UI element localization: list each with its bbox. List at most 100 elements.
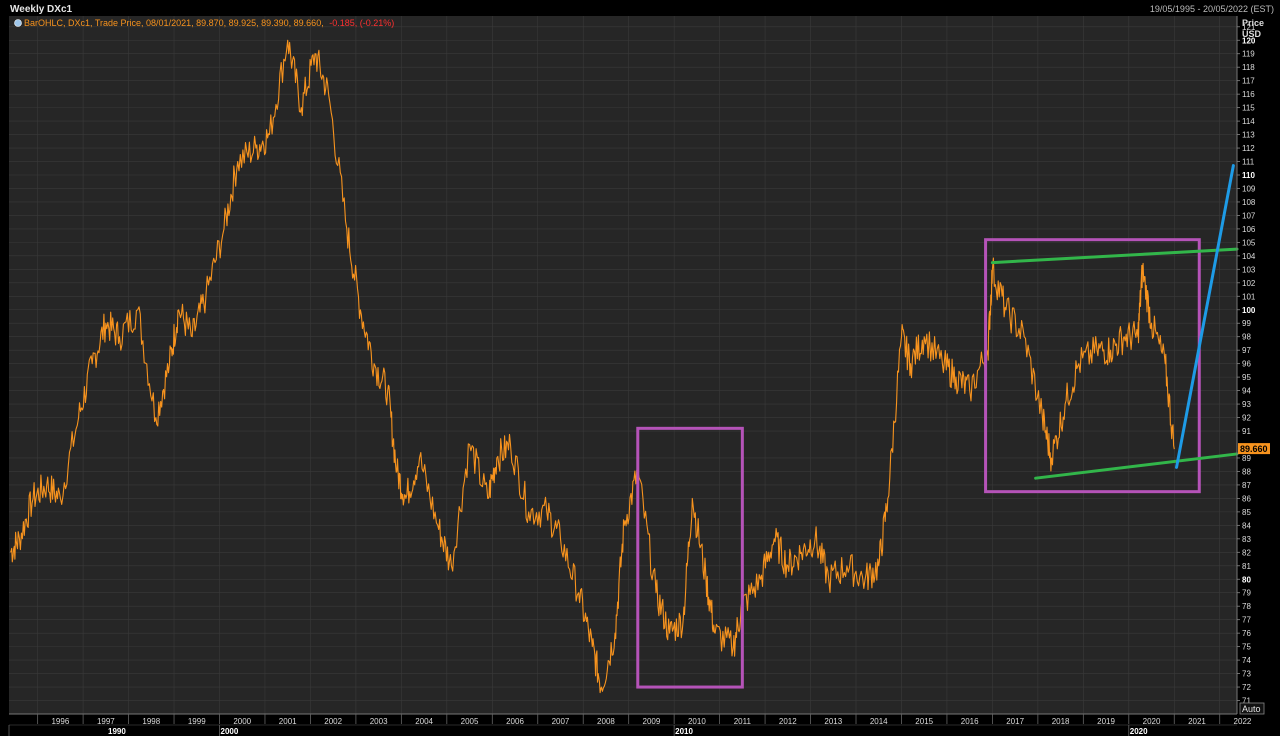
price-axis-title: Price — [1242, 18, 1264, 28]
x-tick-label: 2019 — [1097, 717, 1115, 726]
y-tick-label: 82 — [1242, 548, 1251, 557]
x-tick-label: 2006 — [506, 717, 524, 726]
y-tick-label: 73 — [1242, 670, 1251, 679]
y-tick-label: 120 — [1242, 36, 1256, 45]
time-axis[interactable]: 1996 1997 1998 1999 2000 2001 2002 2003 2004 2005… — [8, 713, 1252, 736]
auto-scale-label[interactable]: Auto — [1242, 704, 1261, 714]
auto-scale-button[interactable]: Auto — [1239, 702, 1265, 715]
annotation-box-2[interactable] — [984, 238, 1201, 494]
legend-text: BarOHLC, DXc1, Trade Price, 08/01/2021, … — [24, 18, 394, 28]
date-range: 19/05/1995 - 20/05/2022 (EST) — [1150, 4, 1274, 14]
x-tick-label: 2017 — [1006, 717, 1024, 726]
y-tick-label: 114 — [1242, 117, 1255, 126]
x-tick-label: 2002 — [324, 717, 342, 726]
x-tick-label: 1998 — [142, 717, 160, 726]
y-tick-label: 91 — [1242, 427, 1251, 436]
decade-label: 2010 — [675, 727, 693, 736]
y-tick-label: 74 — [1242, 656, 1251, 665]
x-tick-label: 2016 — [961, 717, 979, 726]
x-tick-label: 2001 — [279, 717, 297, 726]
x-tick-label: 1996 — [51, 717, 69, 726]
channel-line-3[interactable] — [990, 247, 1239, 265]
annotation-box-1[interactable] — [636, 426, 744, 689]
x-tick-label: 2003 — [370, 717, 388, 726]
x-tick-label: 2010 — [688, 717, 706, 726]
x-tick-label: 1999 — [188, 717, 206, 726]
y-tick-label: 111 — [1242, 158, 1255, 167]
y-tick-label: 72 — [1242, 683, 1251, 692]
x-tick-label: 2004 — [415, 717, 433, 726]
x-tick-label: 2021 — [1188, 717, 1206, 726]
y-tick-label: 107 — [1242, 211, 1256, 220]
y-tick-label: 78 — [1242, 602, 1251, 611]
plot-area — [9, 16, 1237, 714]
series-layer — [9, 39, 1175, 694]
y-tick-label: 118 — [1242, 63, 1255, 72]
y-tick-label: 96 — [1242, 360, 1251, 369]
y-tick-label: 79 — [1242, 589, 1251, 598]
y-tick-label: 84 — [1242, 521, 1251, 530]
y-tick-label: 77 — [1242, 616, 1251, 625]
y-tick-label: 100 — [1242, 306, 1256, 315]
y-tick-label: 88 — [1242, 467, 1251, 476]
x-tick-label: 2013 — [824, 717, 842, 726]
y-tick-label: 110 — [1242, 171, 1255, 180]
x-tick-label: 2000 — [233, 717, 251, 726]
y-tick-label: 86 — [1242, 494, 1251, 503]
price-axis[interactable]: 71 72 73 74 75 76 77 78 79 80 81 82 83 84 85 86 87 88 89 91… — [1236, 16, 1256, 714]
last-price-label: 89.660 — [1240, 444, 1268, 454]
y-tick-label: 112 — [1242, 144, 1255, 153]
y-tick-label: 75 — [1242, 643, 1251, 652]
y-tick-label: 89 — [1242, 454, 1251, 463]
y-tick-label: 109 — [1242, 184, 1256, 193]
last-price-tag: 89.660 — [1238, 443, 1270, 455]
y-tick-label: 99 — [1242, 319, 1251, 328]
decade-label: 2020 — [1130, 727, 1148, 736]
y-tick-label: 92 — [1242, 414, 1251, 423]
decade-label: 2000 — [221, 727, 239, 736]
x-tick-label: 2022 — [1234, 717, 1252, 726]
y-tick-label: 113 — [1242, 131, 1255, 140]
y-tick-label: 98 — [1242, 333, 1251, 342]
x-tick-label: 2011 — [734, 717, 752, 726]
y-tick-label: 81 — [1242, 562, 1251, 571]
y-tick-label: 103 — [1242, 265, 1256, 274]
price-axis-unit: USD — [1242, 29, 1262, 39]
y-tick-label: 104 — [1242, 252, 1256, 261]
y-tick-label: 116 — [1242, 90, 1255, 99]
price-series-line — [9, 39, 1175, 694]
y-tick-label: 119 — [1242, 50, 1255, 59]
decade-label: 1990 — [108, 727, 126, 736]
auto-scale-button-bg[interactable] — [1239, 702, 1265, 715]
x-tick-label: 2012 — [779, 717, 797, 726]
y-tick-label: 80 — [1242, 575, 1251, 584]
x-tick-label: 2015 — [915, 717, 933, 726]
y-tick-label: 108 — [1242, 198, 1256, 207]
series-globe-icon[interactable] — [14, 19, 22, 27]
y-tick-label: 71 — [1242, 697, 1251, 706]
y-tick-label: 115 — [1242, 104, 1255, 113]
y-tick-label: 95 — [1242, 373, 1251, 382]
x-tick-label: 2018 — [1052, 717, 1070, 726]
y-tick-label: 93 — [1242, 400, 1251, 409]
y-tick-label: 83 — [1242, 535, 1251, 544]
x-tick-label: 2005 — [461, 717, 479, 726]
annotation-layer — [636, 164, 1239, 689]
x-tick-label: 2008 — [597, 717, 615, 726]
legend-values: BarOHLC, DXc1, Trade Price, 08/01/2021, … — [24, 18, 324, 28]
y-tick-label: 76 — [1242, 629, 1251, 638]
trend-line[interactable] — [1175, 164, 1235, 469]
y-tick-label: 94 — [1242, 387, 1251, 396]
last-price-tag-bg — [1238, 443, 1270, 455]
x-tick-label: 2007 — [552, 717, 570, 726]
y-tick-label: 121 — [1242, 23, 1256, 32]
legend[interactable]: BarOHLC, DXc1, Trade Price, 08/01/2021, … — [14, 18, 395, 28]
x-tick-label: 1997 — [97, 717, 115, 726]
y-tick-label: 102 — [1242, 279, 1256, 288]
grid — [9, 16, 1237, 714]
x-tick-label: 2009 — [643, 717, 661, 726]
y-tick-label: 117 — [1242, 77, 1255, 86]
channel-line-4[interactable] — [1034, 452, 1239, 480]
y-tick-label: 106 — [1242, 225, 1256, 234]
y-tick-label: 97 — [1242, 346, 1251, 355]
